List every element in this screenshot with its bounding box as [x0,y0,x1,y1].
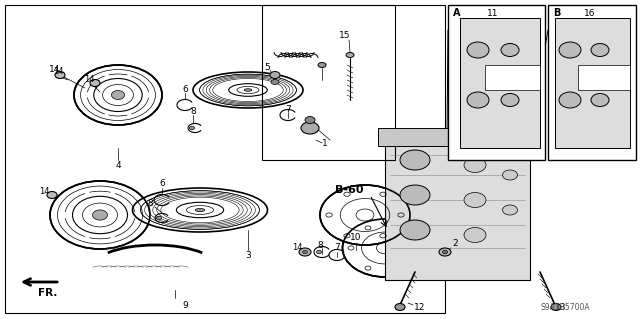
Text: 13: 13 [556,303,567,313]
Ellipse shape [157,216,161,220]
Ellipse shape [346,53,354,57]
Ellipse shape [400,220,430,240]
Text: 6: 6 [182,85,188,93]
Text: B: B [553,8,561,18]
Text: 7: 7 [285,105,291,114]
Text: 10: 10 [350,234,362,242]
Ellipse shape [342,219,428,277]
Ellipse shape [395,303,405,310]
Ellipse shape [464,227,486,242]
Ellipse shape [271,79,279,85]
Ellipse shape [90,79,100,86]
Text: 14: 14 [84,75,94,84]
Ellipse shape [501,43,519,56]
Ellipse shape [399,132,421,144]
Text: 6: 6 [159,180,165,189]
FancyBboxPatch shape [460,18,540,148]
Ellipse shape [195,208,205,211]
Text: 7: 7 [334,243,340,253]
Bar [262,5,395,160]
Ellipse shape [591,93,609,107]
Polygon shape [385,135,530,280]
Text: 15: 15 [339,32,351,41]
Text: 8: 8 [190,107,196,115]
Ellipse shape [467,92,489,108]
Bar [5,5,445,313]
Ellipse shape [93,210,108,220]
Text: 8: 8 [147,199,153,209]
Ellipse shape [467,42,489,58]
Text: 14: 14 [49,65,61,75]
Text: 14: 14 [39,188,49,197]
Ellipse shape [501,93,519,107]
Ellipse shape [318,63,326,68]
Ellipse shape [469,132,491,144]
Text: 12: 12 [414,303,426,313]
Text: 5: 5 [264,63,270,72]
Ellipse shape [317,250,321,254]
Text: A: A [453,8,461,18]
Ellipse shape [502,205,518,215]
Ellipse shape [111,91,125,100]
Ellipse shape [434,132,456,144]
Text: 16: 16 [584,10,596,19]
Ellipse shape [320,185,410,245]
Ellipse shape [47,191,57,198]
Ellipse shape [502,170,518,180]
Ellipse shape [270,71,280,78]
Text: 1: 1 [322,138,328,147]
Text: 3: 3 [245,250,251,259]
Text: 4: 4 [115,160,121,169]
Bar [448,5,545,160]
Text: FR.: FR. [38,288,58,298]
Ellipse shape [74,65,162,125]
Text: S9A3B5700A: S9A3B5700A [540,303,590,313]
Text: 2: 2 [452,240,458,249]
Ellipse shape [193,72,303,108]
Ellipse shape [305,116,315,123]
Ellipse shape [400,185,430,205]
Ellipse shape [50,181,150,249]
Text: 9: 9 [182,300,188,309]
Ellipse shape [400,150,430,170]
Text: 11: 11 [487,10,499,19]
FancyBboxPatch shape [555,18,630,148]
Ellipse shape [559,92,581,108]
Bar [548,5,636,160]
Ellipse shape [55,71,65,78]
Ellipse shape [132,188,268,232]
Text: 14: 14 [52,68,63,77]
Bar [378,128,533,146]
Ellipse shape [301,122,319,134]
Ellipse shape [559,42,581,58]
Ellipse shape [442,250,447,254]
Text: 14: 14 [292,242,302,251]
Ellipse shape [591,43,609,56]
Bar [485,65,540,90]
Ellipse shape [551,303,561,310]
Ellipse shape [189,126,195,130]
Ellipse shape [299,248,311,256]
Ellipse shape [303,250,307,254]
Ellipse shape [464,158,486,173]
Ellipse shape [439,248,451,256]
Bar [578,65,630,90]
Text: 8: 8 [317,241,323,249]
Ellipse shape [244,89,252,91]
Ellipse shape [464,192,486,207]
Text: B-60: B-60 [335,185,364,195]
